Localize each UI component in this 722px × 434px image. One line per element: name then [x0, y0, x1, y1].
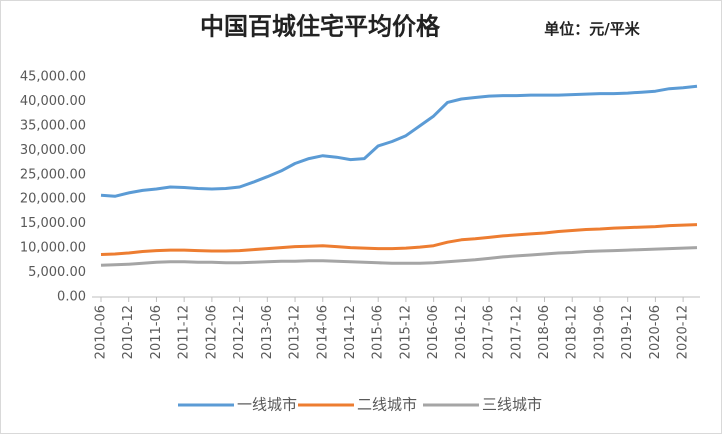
x-tick-label: 2017-06: [482, 305, 497, 359]
chart-title: 中国百城住宅平均价格: [200, 12, 441, 41]
y-tick-label: 15,000.00: [20, 216, 86, 231]
x-tick-label: 2018-12: [565, 305, 580, 359]
x-tick-label: 2018-06: [537, 305, 552, 359]
x-tick-label: 2016-06: [426, 305, 441, 359]
x-tick-label: 2015-12: [398, 305, 413, 359]
x-tick-label: 2016-12: [454, 305, 469, 359]
x-tick-label: 2011-12: [177, 305, 192, 359]
x-tick-label: 2011-06: [149, 305, 164, 359]
x-tick-label: 2014-06: [315, 305, 330, 359]
y-tick-label: 40,000.00: [20, 94, 86, 109]
legend-label: 二线城市: [357, 396, 417, 414]
y-tick-label: 20,000.00: [20, 192, 86, 207]
x-tick-label: 2014-12: [343, 305, 358, 359]
y-tick-label: 45,000.00: [20, 70, 86, 85]
x-tick-label: 2020-12: [676, 305, 691, 359]
x-tick-label: 2020-06: [648, 305, 663, 359]
x-tick-label: 2010-06: [94, 305, 109, 359]
y-tick-label: 10,000.00: [20, 241, 86, 256]
series-line: [100, 223, 698, 256]
x-tick-label: 2012-12: [232, 305, 247, 359]
x-tick-label: 2010-12: [121, 305, 136, 359]
x-tick-label: 2013-12: [288, 305, 303, 359]
y-tick-label: 5,000.00: [28, 265, 86, 280]
y-tick-label: 25,000.00: [20, 167, 86, 182]
legend-label: 三线城市: [482, 396, 542, 414]
x-tick-label: 2017-12: [509, 305, 524, 359]
series-line: [100, 84, 698, 198]
y-tick-label: 30,000.00: [20, 143, 86, 158]
y-tick-label: 0.00: [57, 290, 86, 305]
y-tick-label: 35,000.00: [20, 118, 86, 133]
legend-label: 一线城市: [237, 396, 297, 414]
x-tick-label: 2013-06: [260, 305, 275, 359]
unit-note: 单位：元/平米: [544, 20, 640, 38]
series-line: [100, 246, 698, 267]
x-tick-label: 2015-06: [371, 305, 386, 359]
x-tick-label: 2012-06: [204, 305, 219, 359]
x-tick-label: 2019-12: [620, 305, 635, 359]
x-tick-label: 2019-06: [592, 305, 607, 359]
